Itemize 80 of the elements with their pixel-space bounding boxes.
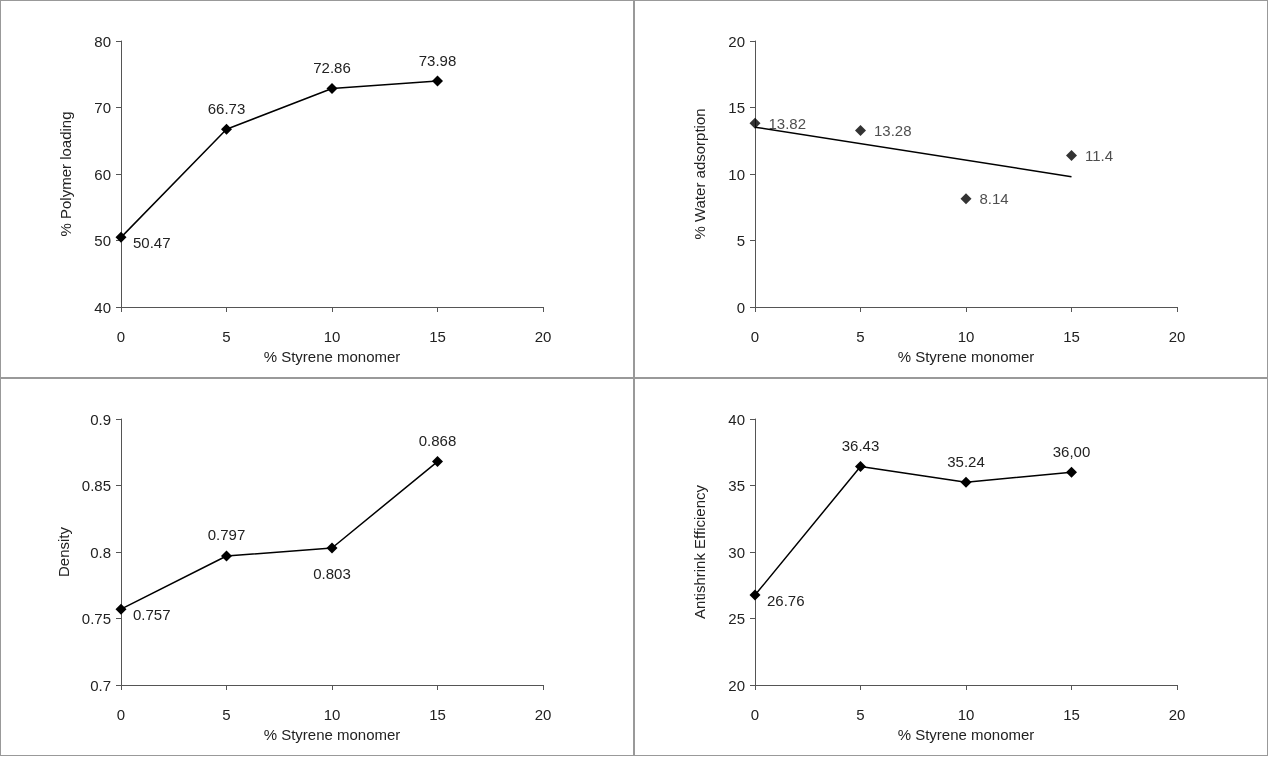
x-tick-label: 0 [116,706,126,723]
y-axis-title: % Water adsorption [691,108,708,240]
data-label: 8.14 [979,190,1009,208]
point [221,550,232,562]
y-tick-label: 35 [728,477,745,494]
x-tick-label: 0 [750,706,760,723]
point [115,231,127,243]
x-tick-label: 5 [222,328,231,345]
point [1066,466,1077,478]
y-tick-label: 10 [728,165,745,183]
data-label: 50.47 [132,233,171,251]
x-tick-label: 20 [1168,706,1186,723]
data-label: 11.4 [1085,146,1114,164]
y-tick-label: 15 [728,99,745,116]
data-label: 0.868 [418,432,457,450]
y-tick-label: 5 [736,232,745,249]
point [960,476,972,488]
x-tick-label: 15 [429,706,446,723]
point [1066,149,1077,161]
point [326,542,338,554]
y-tick-label: 70 [94,99,111,116]
point [221,123,232,135]
point [115,603,127,615]
y-tick-label: 0.8 [90,543,111,561]
point [855,460,866,472]
x-tick-label: 5 [222,706,231,723]
data-label: 0.757 [132,605,171,623]
point [749,117,761,129]
x-tick-label: 10 [957,706,975,723]
y-tick-label: 30 [728,543,745,561]
x-tick-label: 5 [856,706,865,723]
point [432,75,443,87]
data-label: 72.86 [313,58,351,76]
data-label: 35.24 [947,452,985,470]
data-label: 66.73 [207,99,246,117]
point [326,82,338,94]
data-label: 13.82 [768,114,807,132]
x-tick-label: 15 [429,328,446,345]
data-label: 13.28 [874,121,912,139]
y-tick-label: 60 [94,165,111,183]
x-axis-title: % Styrene monomer [263,725,401,743]
x-tick-label: 10 [957,328,975,345]
y-tick-label: 80 [94,32,111,50]
y-tick-label: 0.85 [81,477,111,494]
y-axis-title: Density [54,526,72,578]
point [960,193,972,205]
x-tick-label: 20 [534,328,552,345]
y-tick-label: 50 [94,232,111,249]
x-tick-label: 20 [534,706,552,723]
data-label: 36.43 [841,436,880,454]
point [749,589,761,601]
y-axis-title: % Polymer loading [57,111,74,237]
x-tick-label: 0 [750,328,760,345]
y-tick-label: 25 [728,610,745,627]
x-axis-title: % Styrene monomer [897,725,1035,743]
y-tick-label: 40 [728,410,745,428]
x-tick-label: 15 [1063,706,1080,723]
x-tick-label: 10 [323,706,341,723]
data-label: 0.803 [313,564,351,582]
data-label: 26.76 [766,591,805,609]
data-label: 0.797 [207,526,246,544]
x-tick-label: 10 [323,328,341,345]
point [855,124,866,136]
x-axis-title: % Styrene monomer [263,347,401,365]
y-tick-label: 0.75 [81,610,111,627]
x-tick-label: 15 [1063,328,1080,345]
x-tick-label: 5 [856,328,865,345]
y-tick-label: 0.9 [90,410,111,428]
x-tick-label: 0 [116,328,126,345]
y-tick-label: 0.7 [90,676,111,694]
y-tick-label: 40 [94,298,111,316]
y-axis-title: Antishrink Efficiency [691,484,708,619]
y-tick-label: 20 [728,32,745,50]
data-label: 73.98 [418,51,457,69]
point [432,456,443,468]
x-axis-title: % Styrene monomer [897,347,1035,365]
y-tick-label: 20 [728,676,745,694]
y-tick-label: 0 [736,298,745,316]
data-label: 36,00 [1052,442,1091,460]
x-tick-label: 20 [1168,328,1186,345]
